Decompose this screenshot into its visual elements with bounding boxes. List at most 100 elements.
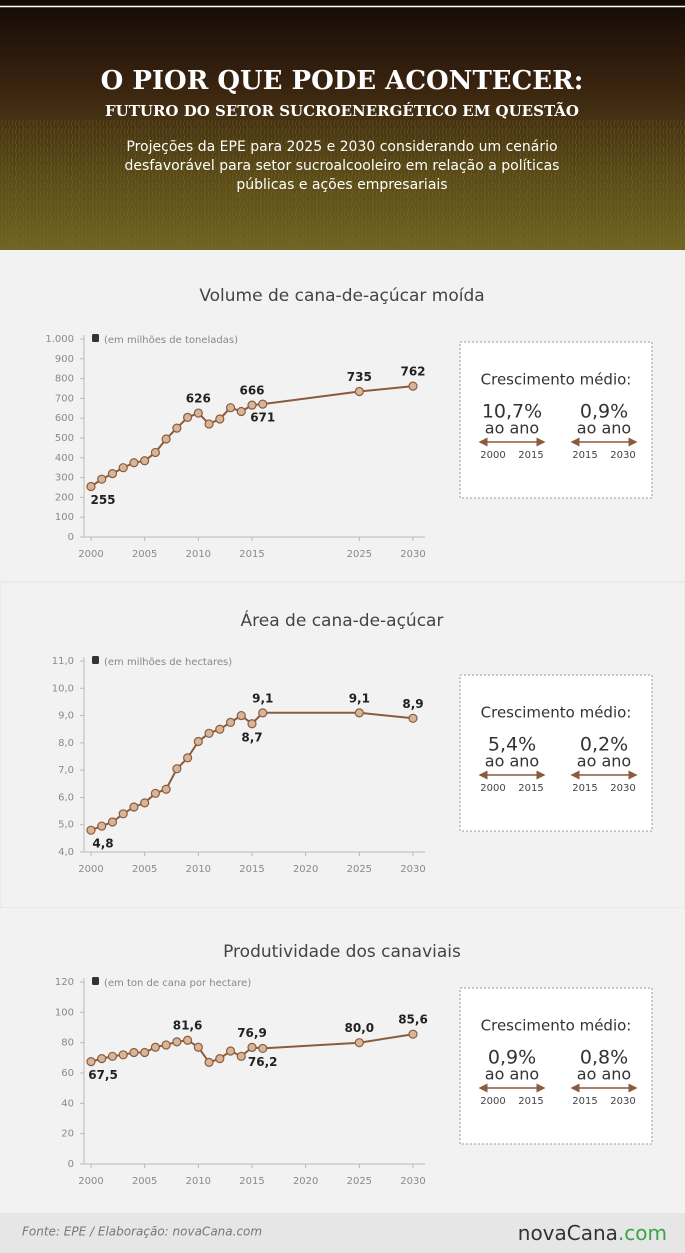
growth-box [459, 341, 653, 499]
data-point [118, 463, 128, 473]
value-label: 8,7 [241, 730, 262, 744]
data-point [183, 753, 193, 763]
data-point [236, 406, 246, 417]
data-point [183, 412, 193, 423]
growth-from: 2000 [480, 450, 505, 461]
growth-from: 2000 [480, 1096, 505, 1107]
y-tick-label: 8,0 [58, 738, 74, 749]
x-tick-label: 2025 [347, 549, 372, 560]
y-tick-label: 400 [55, 453, 74, 464]
data-point [140, 798, 150, 808]
data-point [86, 1057, 96, 1067]
data-point [97, 474, 107, 484]
unit-note: (em ton de cana por hectare) [104, 978, 251, 989]
data-point [150, 447, 160, 458]
x-tick-label: 2000 [78, 549, 103, 560]
data-point [172, 764, 182, 774]
growth-to: 2030 [610, 450, 635, 461]
y-tick-label: 80 [61, 1038, 74, 1049]
x-tick-label: 2030 [400, 864, 425, 875]
x-tick-label: 2025 [347, 1176, 372, 1187]
y-tick-label: 700 [55, 393, 74, 404]
data-point [140, 456, 150, 466]
data-point [118, 1050, 128, 1060]
y-tick-label: 1.000 [45, 334, 74, 345]
data-point [140, 1047, 150, 1058]
value-label: 8,9 [402, 697, 423, 711]
y-tick-label: 800 [55, 374, 74, 385]
data-point [215, 724, 225, 734]
value-label: 81,6 [173, 1019, 203, 1033]
header-texture [0, 120, 685, 250]
data-point [97, 1053, 107, 1064]
data-point [204, 728, 214, 738]
unit-note: (em milhões de hectares) [104, 657, 232, 668]
growth-to: 2030 [610, 1096, 635, 1107]
growth-to: 2030 [610, 783, 635, 794]
x-tick-label: 2020 [293, 1176, 318, 1187]
value-label: 76,9 [237, 1026, 267, 1040]
growth-rate: 0,9% [580, 401, 628, 423]
x-tick-label: 2030 [400, 1176, 425, 1187]
growth-box [459, 987, 653, 1145]
y-tick-label: 4,0 [58, 847, 74, 858]
y-tick-label: 11,0 [52, 656, 74, 667]
growth-rate: 5,4% [488, 734, 536, 756]
data-point [86, 825, 96, 835]
data-point [193, 1042, 203, 1052]
growth-from: 2015 [572, 1096, 597, 1107]
growth-rate: 0,9% [488, 1047, 536, 1069]
data-point [247, 1042, 257, 1052]
footer-logo: novaCana.com [518, 1221, 667, 1245]
growth-unit: ao ano [485, 419, 539, 438]
growth-rate: 0,8% [580, 1047, 628, 1069]
data-point [354, 1038, 364, 1048]
growth-rate: 0,2% [580, 734, 628, 756]
y-tick-label: 120 [55, 977, 74, 988]
data-point [150, 1042, 160, 1052]
growth-to: 2015 [518, 1096, 543, 1107]
unit-icon [92, 334, 99, 342]
y-tick-label: 100 [55, 512, 74, 523]
data-point [258, 399, 268, 409]
x-tick-label: 2010 [186, 549, 211, 560]
data-point [118, 809, 128, 819]
data-point [215, 1053, 225, 1064]
data-point [258, 708, 268, 718]
value-label: 671 [250, 411, 275, 425]
header-description: Projeções da EPE para 2025 e 2030 consid… [126, 139, 557, 155]
value-label: 9,1 [349, 691, 370, 705]
data-point [86, 481, 96, 492]
x-tick-label: 2015 [239, 549, 264, 560]
logo-domain: .com [618, 1221, 667, 1245]
unit-icon [92, 656, 99, 664]
data-point [247, 400, 257, 410]
x-tick-label: 2010 [186, 1176, 211, 1187]
y-tick-label: 7,0 [58, 765, 74, 776]
x-tick-label: 2005 [132, 864, 157, 875]
value-label: 762 [400, 365, 425, 379]
unit-icon [92, 977, 99, 985]
y-tick-label: 10,0 [52, 683, 74, 694]
data-point [183, 1035, 193, 1045]
data-point [129, 1047, 139, 1058]
growth-unit: ao ano [577, 752, 631, 771]
footer-source: Fonte: EPE / Elaboração: novaCana.com [22, 1225, 262, 1239]
x-tick-label: 2030 [400, 549, 425, 560]
data-point [129, 802, 139, 812]
unit-note: (em milhões de toneladas) [104, 335, 238, 346]
y-tick-label: 9,0 [58, 711, 74, 722]
data-point [408, 1029, 418, 1039]
data-point [408, 381, 418, 391]
chart-title: Área de cana-de-açúcar [241, 609, 444, 631]
data-point [204, 1057, 214, 1067]
y-tick-label: 6,0 [58, 792, 74, 803]
data-point [193, 736, 203, 747]
data-point [225, 1046, 236, 1056]
x-tick-label: 2015 [239, 1176, 264, 1187]
y-tick-label: 600 [55, 413, 74, 424]
data-point [161, 434, 171, 444]
growth-from: 2000 [480, 783, 505, 794]
data-point [107, 817, 118, 827]
